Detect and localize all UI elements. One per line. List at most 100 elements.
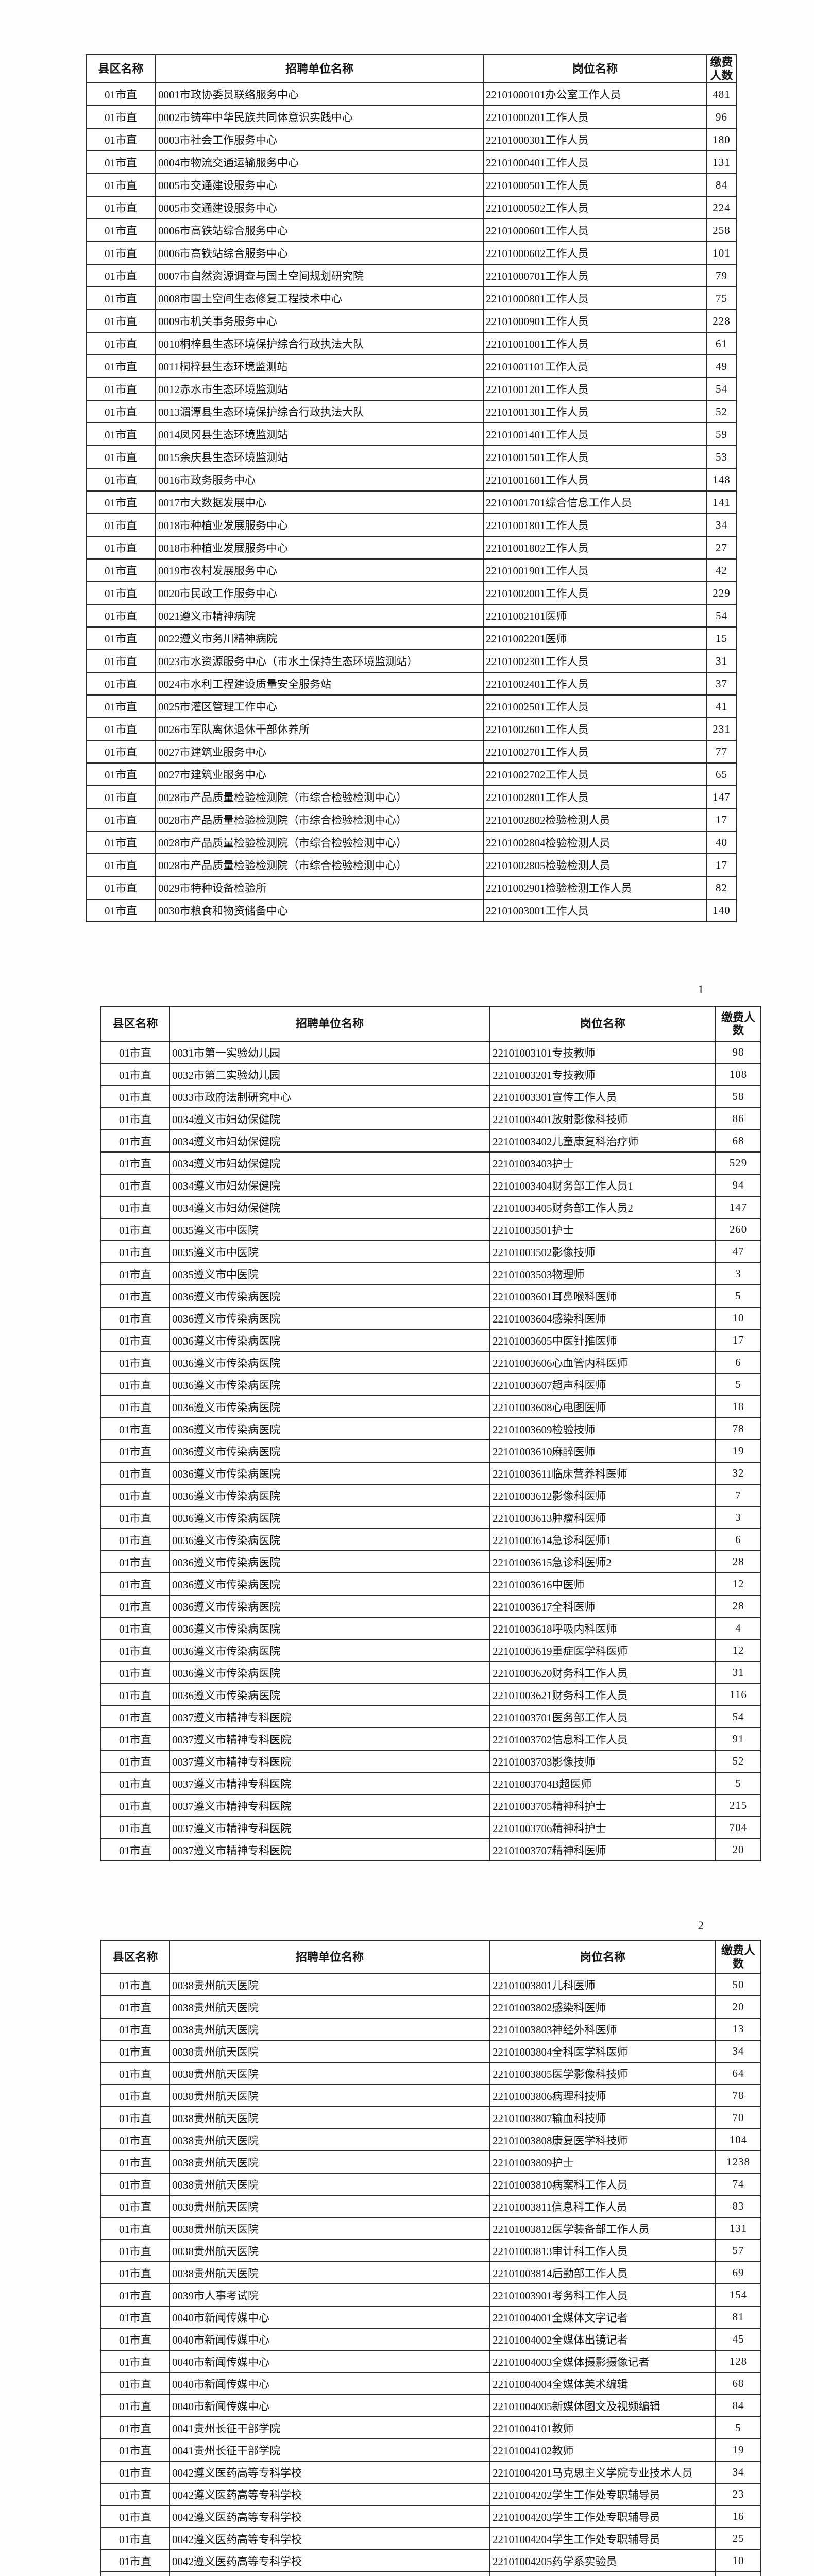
- cell-unit-name: 0028市产品质量检验检测院（市综合检验检测中心）: [155, 808, 484, 832]
- cell-unit-name: 0003市社会工作服务中心: [155, 128, 484, 151]
- cell-position-name: 22101003201专技教师: [489, 1063, 716, 1086]
- table-row: 01市直 0030市粮食和物资储备中心 22101003001工作人员 140: [86, 899, 737, 922]
- cell-unit-name: 0035遵义市中医院: [169, 1262, 490, 1285]
- cell-unit-name: 0039市人事考试院: [169, 2283, 490, 2307]
- cell-paid-count: 98: [715, 1041, 761, 1064]
- cell-paid-count: 116: [715, 1683, 761, 1706]
- cell-position-name: 22101003001工作人员: [483, 899, 707, 922]
- table-row: 01市直 0004市物流交通运输服务中心 22101000401工作人员 131: [86, 150, 737, 174]
- cell-position-name: 22101002401工作人员: [483, 672, 707, 696]
- cell-county: 01市直: [86, 173, 156, 197]
- cell-position-name: 22101001701综合信息工作人员: [483, 490, 707, 514]
- cell-position-name: 22101003813审计科工作人员: [489, 2239, 716, 2262]
- table-row: 01市直 0025市灌区管理工作中心 22101002501工作人员 41: [86, 694, 737, 718]
- cell-unit-name: 0023市水资源服务中心（市水土保持生态环境监测站）: [155, 649, 484, 673]
- cell-position-name: 22101001001工作人员: [483, 332, 707, 355]
- cell-county: 01市直: [100, 1151, 170, 1175]
- cell-county: 01市直: [86, 694, 156, 718]
- cell-paid-count: 28: [715, 1550, 761, 1573]
- cell-paid-count: 41: [706, 694, 737, 718]
- cell-paid-count: 19: [715, 1439, 761, 1463]
- cell-paid-count: 34: [706, 513, 737, 537]
- cell-county: 01市直: [100, 2416, 170, 2439]
- cell-position-name: 22101001801工作人员: [483, 513, 707, 537]
- cell-county: 01市直: [100, 2527, 170, 2550]
- cell-paid-count: 10: [715, 1307, 761, 1330]
- table-row: 01市直 0036遵义市传染病医院 22101003609检验技师 78: [100, 1417, 761, 1440]
- cell-paid-count: 17: [706, 808, 737, 832]
- cell-paid-count: 101: [706, 241, 737, 265]
- table-row: 01市直 0020市民政工作服务中心 22101002001工作人员 229: [86, 581, 737, 605]
- cell-unit-name: 0038贵州航天医院: [169, 2084, 490, 2107]
- cell-position-name: 22101001601工作人员: [483, 468, 707, 492]
- table-row: 01市直 0029市特种设备检验所 22101002901检验检测工作人员 82: [86, 876, 737, 900]
- table-row: 01市直 0034遵义市妇幼保健院 22101003401放射影像科技师 86: [100, 1107, 761, 1130]
- cell-unit-name: 0036遵义市传染病医院: [169, 1617, 490, 1640]
- cell-position-name: 22101002101医师: [483, 604, 707, 628]
- cell-position-name: 22101004201马克思主义学院专业技术人员: [489, 2461, 716, 2484]
- table-row: 01市直 0014凤冈县生态环境监测站 22101001401工作人员 59: [86, 422, 737, 446]
- cell-county: 01市直: [100, 1973, 170, 1996]
- cell-county: 01市直: [100, 1085, 170, 1108]
- cell-position-name: 22101000602工作人员: [483, 241, 707, 265]
- cell-position-name: 22101003810病案科工作人员: [489, 2173, 716, 2196]
- cell-unit-name: 0035遵义市中医院: [169, 1218, 490, 1241]
- table-row: 01市直 0023市水资源服务中心（市水土保持生态环境监测站） 2210100230…: [86, 649, 737, 673]
- table-row: 01市直 0038贵州航天医院 22101003804全科医学科医师 34: [100, 2040, 761, 2063]
- cell-position-name: 22101001802工作人员: [483, 536, 707, 560]
- cell-county: 01市直: [100, 2062, 170, 2085]
- cell-county: 01市直: [100, 1727, 170, 1751]
- cell-county: 01市直: [86, 422, 156, 446]
- cell-county: 01市直: [100, 1661, 170, 1684]
- table-row: 01市直 0036遵义市传染病医院 22101003616中医师 12: [100, 1572, 761, 1596]
- table-row: 01市直 0008市国土空间生态修复工程技术中心 22101000801工作人员 75: [86, 286, 737, 310]
- cell-paid-count: 86: [715, 1107, 761, 1130]
- table-row: 01市直 0038贵州航天医院 22101003803神经外科医师 13: [100, 2018, 761, 2041]
- cell-county: 01市直: [100, 2239, 170, 2262]
- cell-unit-name: 0029市特种设备检验所: [155, 876, 484, 900]
- cell-position-name: 22101003618呼吸内科医师: [489, 1617, 716, 1640]
- cell-unit-name: 0034遵义市妇幼保健院: [169, 1107, 490, 1130]
- cell-position-name: 22101002601工作人员: [483, 717, 707, 741]
- cell-county: 01市直: [86, 150, 156, 174]
- table-row: 01市直 0040市新闻传媒中心 22101004003全媒体摄影摄像记者 128: [100, 2350, 761, 2373]
- cell-unit-name: 0036遵义市传染病医院: [169, 1550, 490, 1573]
- table-row: 01市直 0036遵义市传染病医院 22101003607超声科医师 5: [100, 1373, 761, 1396]
- cell-position-name: 22101003608心电图医师: [489, 1395, 716, 1418]
- cell-county: 01市直: [100, 1617, 170, 1640]
- cell-county: 01市直: [100, 2283, 170, 2307]
- cell-paid-count: 53: [706, 445, 737, 469]
- cell-paid-count: 258: [706, 218, 737, 242]
- cell-county: 01市直: [100, 1838, 170, 1861]
- cell-county: 01市直: [100, 2217, 170, 2240]
- cell-paid-count: 17: [706, 853, 737, 877]
- cell-county: 01市直: [100, 1683, 170, 1706]
- cell-county: 01市直: [100, 1439, 170, 1463]
- cell-unit-name: 0036遵义市传染病医院: [169, 1351, 490, 1374]
- cell-unit-name: 0031市第一实验幼儿园: [169, 1041, 490, 1064]
- cell-unit-name: 0036遵义市传染病医院: [169, 1683, 490, 1706]
- table-row: 01市直 0036遵义市传染病医院 22101003618呼吸内科医师 4: [100, 1617, 761, 1640]
- cell-position-name: 22101004002全媒体出镜记者: [489, 2328, 716, 2351]
- table-row: 01市直 0040市新闻传媒中心 22101004001全媒体文字记者 81: [100, 2306, 761, 2329]
- cell-county: 01市直: [100, 2461, 170, 2484]
- header-position: 岗位名称: [489, 1940, 716, 1974]
- cell-unit-name: 0036遵义市传染病医院: [169, 1639, 490, 1662]
- cell-county: 01市直: [100, 1107, 170, 1130]
- cell-unit-name: 0027市建筑业服务中心: [155, 740, 484, 764]
- cell-position-name: 22101001901工作人员: [483, 558, 707, 582]
- cell-position-name: 22101003609检验技师: [489, 1417, 716, 1440]
- cell-paid-count: 42: [706, 558, 737, 582]
- cell-unit-name: 0036遵义市传染病医院: [169, 1373, 490, 1396]
- cell-unit-name: 0040市新闻传媒中心: [169, 2306, 490, 2329]
- table-row: 01市直 0038贵州航天医院 22101003806病理科技师 78: [100, 2084, 761, 2107]
- table-row: 01市直 0038贵州航天医院 22101003801儿科医师 50: [100, 1973, 761, 1996]
- cell-paid-count: 75: [706, 286, 737, 310]
- cell-unit-name: 0026市军队离休退休干部休养所: [155, 717, 484, 741]
- cell-unit-name: 0018市种植业发展服务中心: [155, 536, 484, 560]
- cell-county: 01市直: [100, 2018, 170, 2041]
- cell-county: 01市直: [100, 1705, 170, 1728]
- table-row: 01市直 0011桐梓县生态环境监测站 22101001101工作人员 49: [86, 354, 737, 378]
- cell-unit-name: 0014凤冈县生态环境监测站: [155, 422, 484, 446]
- cell-paid-count: 147: [706, 785, 737, 809]
